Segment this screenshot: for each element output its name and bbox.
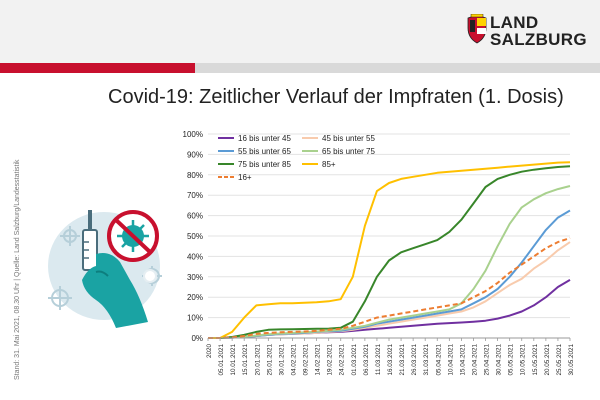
brand-logo: LAND SALZBURG [490,14,587,48]
logo-line-2: SALZBURG [490,30,587,49]
x-tick-label: 20.04.2021 [471,344,478,376]
x-tick-label: 11.03.2021 [375,344,382,376]
x-tick-label: 06.03.2021 [363,344,370,376]
x-tick-label: 30.05.2021 [568,344,575,376]
x-tick-label: 09.02.2021 [303,344,310,376]
legend-label: 75 bis unter 85 [238,160,291,169]
y-tick-label: 90% [187,150,203,159]
series-line-75-bis-unter-85 [208,165,571,339]
y-tick-label: 40% [187,252,203,261]
chart-legend: 16 bis unter 45 45 bis unter 55 55 bis unt… [218,134,375,182]
x-tick-label: 15.04.2021 [459,344,466,376]
x-tick-label: 30.04.2021 [496,344,503,376]
source-note: Stand: 31. Mai 2021, 08.30 Uhr | Quelle:… [14,159,21,380]
coat-of-arms-icon [467,14,487,44]
vaccination-rate-chart: 16 bis unter 45 45 bis unter 55 55 bis unt… [183,130,575,376]
x-tick-label: 15.01.2021 [242,344,249,376]
x-tick-label: 01.03.2021 [351,344,358,376]
legend-label: 55 bis unter 65 [238,147,291,156]
legend-label: 45 bis unter 55 [322,134,375,143]
y-tick-label: 10% [187,314,203,323]
x-tick-label: 10.05.2021 [520,344,527,376]
x-tick-label: 04.02.2021 [290,344,297,376]
x-tick-label: 20.05.2021 [544,344,551,376]
legend-label: 85+ [322,160,336,169]
y-tick-label: 30% [187,273,203,282]
legend-label: 65 bis unter 75 [322,147,375,156]
x-tick-label: 26.03.2021 [411,344,418,376]
y-tick-label: 0% [191,334,203,343]
x-tick-label: 20.01.2021 [254,344,261,376]
chart-axes: 0% 10% 20% 30% 40% 50% 60% 70% 80% 90% 100% 2020 05.… [183,130,575,376]
header-red-band [0,63,195,73]
page-title: Covid-19: Zeitlicher Verlauf der Impfrat… [108,86,564,108]
x-tick-label: 05.05.2021 [508,344,515,376]
series-line-16-bis-unter-45 [208,279,571,339]
y-tick-label: 100% [183,130,203,139]
x-tick-label: 05.04.2021 [435,344,442,376]
x-tick-label: 25.01.2021 [266,344,273,376]
x-tick-label: 16.03.2021 [387,344,394,376]
x-tick-label: 19.02.2021 [327,344,334,376]
vaccine-syringe-virus-icon [48,210,162,328]
series-line-65-bis-unter-75 [208,185,571,339]
chart-series [208,161,571,339]
x-tick-label: 10.04.2021 [447,344,454,376]
x-tick-label: 10.01.2021 [230,344,237,376]
series-line-85 [208,161,571,339]
x-tick-label: 24.02.2021 [339,344,346,376]
x-tick-label: 31.03.2021 [423,344,430,376]
series-line-16 [208,237,571,339]
header-background [0,0,600,72]
x-tick-label: 05.01.2021 [218,344,225,376]
x-tick-label: 21.03.2021 [399,344,406,376]
legend-label: 16 bis unter 45 [238,134,291,143]
legend-label: 16+ [238,173,252,182]
y-tick-label: 50% [187,232,203,241]
y-tick-label: 80% [187,171,203,180]
x-tick-label: 25.05.2021 [556,344,563,376]
y-tick-label: 60% [187,212,203,221]
y-tick-label: 20% [187,293,203,302]
y-tick-label: 70% [187,191,203,200]
x-tick-label: 14.02.2021 [315,344,322,376]
header-grey-band [195,63,600,73]
x-tick-label: 15.05.2021 [532,344,539,376]
x-tick-label: 30.01.2021 [278,344,285,376]
x-tick-label: 2020 [206,344,213,359]
x-tick-label: 25.04.2021 [484,344,491,376]
logo-line-1: LAND [490,13,539,32]
